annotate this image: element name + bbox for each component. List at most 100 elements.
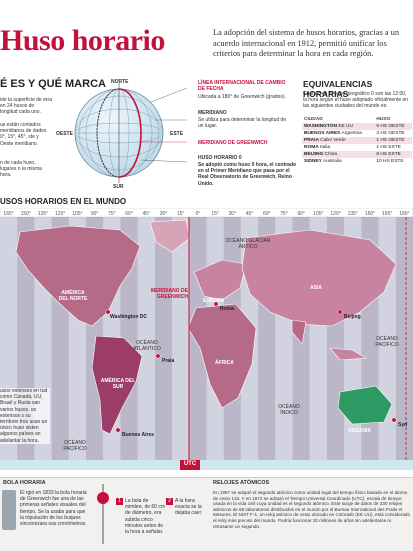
equivalencias-text: Cuando en el huso geográfico 0 son las 1… — [303, 91, 409, 110]
huso0-title: HUSO HORARIO 0 — [198, 155, 242, 161]
degree-tick-label: 45° — [246, 211, 254, 217]
degree-tick-label: 165° — [3, 211, 13, 217]
greenland-shape — [149, 219, 191, 253]
indonesia-shape — [329, 347, 367, 361]
city-name: ROMA — [304, 145, 319, 150]
que-es-text-2: us están contados meridianos de dades 0°… — [0, 122, 47, 147]
city-buenos-aires: Buenos Aires — [122, 432, 155, 438]
degree-tick-label: 120° — [330, 211, 340, 217]
city-roma: Roma — [220, 306, 234, 312]
degree-tick-label: 165° — [382, 211, 392, 217]
degree-tick-label: 105° — [72, 211, 82, 217]
label-greenwich: MERIDIANO DE GREENWICH — [151, 288, 188, 301]
city-country: Italia — [320, 145, 331, 150]
city-huso: 10 HS ESTE — [374, 158, 412, 165]
table-row: PRAIA Cabo Verde 1 HS OESTE — [302, 137, 412, 144]
label-america-sur: AMÉRICA DEL SUR — [100, 378, 136, 391]
city-name: SIDNEY — [304, 159, 322, 164]
degree-tick-label: 45° — [142, 211, 150, 217]
que-es-text-3: n de cada huso, lugares n la misma hora. — [0, 160, 42, 179]
map-side-note: usos extensos en tud como Canadá, UU, Br… — [0, 388, 50, 444]
col-city: CIUDAD — [304, 117, 323, 122]
table-row: BEIJING China 8 HS ESTE — [302, 151, 412, 158]
city-huso: 5 HS OESTE — [374, 123, 412, 130]
table-row: SIDNEY Australia 10 HS ESTE — [302, 158, 412, 165]
bola-step-2: A la hora exacta se la dejaba caer. — [175, 498, 203, 517]
huso0-text: Se adoptó como huso 0 hora, el centrado … — [198, 162, 297, 187]
degree-tick-label: 30° — [229, 211, 237, 217]
time-zone-stripe — [395, 217, 413, 460]
label-pacifico-east: OCÉANO PACÍFICO — [375, 336, 399, 349]
city-sidney: Syd — [398, 422, 408, 428]
city-huso: 1 HS ESTE — [374, 144, 412, 151]
city-huso: 1 HS OESTE — [374, 137, 412, 144]
city-praia: Praia — [162, 358, 175, 364]
time-zone-stripe — [172, 217, 190, 460]
equivalencias-header-row: CIUDAD HUSO — [302, 116, 412, 123]
degree-tick-label: 120° — [55, 211, 65, 217]
que-es-text-1: ide la superficie de erra en 24 husos de… — [0, 97, 52, 116]
meridiano-text: Se utiliza para determinar la longitud d… — [198, 117, 287, 130]
label-indico: OCÉANO ÍNDICO — [278, 404, 300, 417]
globe-norte: NORTE — [111, 79, 129, 85]
intro-text: La adopción del sistema de husos horario… — [213, 28, 400, 59]
que-es-heading: É ES Y QUÉ MARCA — [0, 78, 106, 90]
label-africa: ÁFRICA — [215, 360, 234, 366]
time-zone-stripe — [154, 217, 173, 460]
label-asia: ASIA — [310, 285, 322, 291]
page-title: Huso horario — [0, 24, 165, 57]
relojes-text: En 1967 se adoptó el segundo atómico com… — [213, 490, 411, 529]
globe-este: ESTE — [170, 131, 184, 137]
utc-box — [180, 460, 200, 470]
degree-tick-label: 135° — [348, 211, 358, 217]
table-row: BUENOS AIRES Argentina 3 HS OESTE — [302, 130, 412, 137]
city-huso: 3 HS OESTE — [374, 130, 412, 137]
greenwich-line — [118, 88, 142, 178]
city-dot-beijing — [337, 309, 343, 315]
bola-text: El rgió en 1833 la bola horaria de Green… — [20, 490, 87, 528]
globe-diagram — [74, 83, 188, 183]
table-row: WASHINGTON EE UU 5 HS OESTE — [302, 123, 412, 130]
degree-tick-label: 150° — [21, 211, 31, 217]
degree-tick-label: 75° — [280, 211, 288, 217]
greenwich-title: MERIDIANO DE GREENWICH — [198, 140, 268, 146]
map-title: USOS HORARIOS EN EL MUNDO — [0, 197, 127, 206]
globe-oeste: OESTE — [56, 131, 73, 137]
degree-tick-label: 60° — [263, 211, 271, 217]
city-dot-praia — [155, 353, 161, 359]
step-2-badge: 2 — [166, 498, 173, 505]
step-1-badge: 1 — [116, 498, 123, 505]
europe-shape — [193, 259, 247, 301]
city-name: BEIJING — [304, 152, 324, 157]
bottom-panel — [0, 477, 413, 551]
degree-tick-label: 75° — [108, 211, 116, 217]
city-name: PRAIA — [304, 138, 319, 143]
bola-tower-image — [2, 490, 16, 530]
city-country: EE UU — [338, 124, 353, 129]
degree-tick-label: 15° — [177, 211, 185, 217]
time-zone-stripe — [137, 217, 155, 460]
fecha-title: LÍNEA INTERNACIONAL DE CAMBIO DE FECHA — [198, 80, 286, 93]
degree-tick-label: 15° — [211, 211, 219, 217]
asia-shape — [241, 229, 397, 327]
degree-tick-label: 180° — [399, 211, 409, 217]
city-dot-roma — [213, 301, 219, 307]
degree-tick-label: 90° — [297, 211, 305, 217]
city-dot-washington — [105, 309, 111, 315]
city-country: Australia — [322, 159, 342, 164]
label-utc: UTC — [183, 461, 197, 467]
col-huso: HUSO — [376, 117, 391, 122]
bola-mast-image — [92, 484, 114, 544]
city-country: Argentina — [341, 131, 362, 136]
australia-shape — [337, 385, 393, 425]
world-time-zone-map: 165° 150° 135° 120° 105° 90° 75° 60° 45° 30° 15° 0°… — [0, 208, 413, 470]
city-dot-buenos-aires — [115, 427, 121, 433]
india-shape — [291, 319, 307, 345]
globe-sur: SUR — [113, 184, 124, 190]
degree-tick-label: 0° — [196, 211, 201, 217]
label-oceania: OCEANÍA — [348, 428, 372, 434]
bola-step-1: La bola de mimbre, de 60 cm de diámetro,… — [125, 498, 166, 536]
city-huso: 8 HS ESTE — [374, 151, 412, 158]
degree-tick-label: 105° — [313, 211, 323, 217]
degree-tick-label: 90° — [91, 211, 99, 217]
